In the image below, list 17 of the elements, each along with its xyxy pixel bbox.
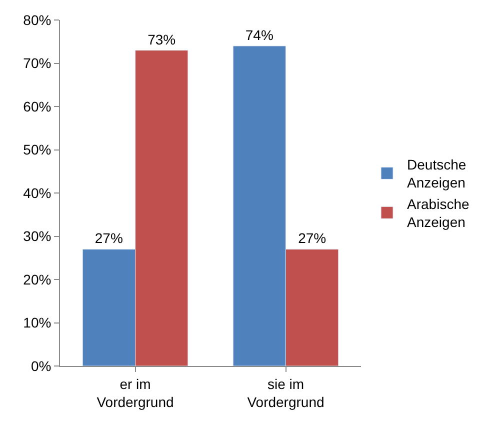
data-label: 73%: [148, 31, 176, 48]
y-tick-label: 70%: [23, 55, 52, 72]
y-tick-label: 0%: [30, 358, 52, 374]
y-tick-label: 10%: [23, 314, 52, 331]
legend-label: Deutsche Anzeigen: [407, 156, 466, 191]
data-label: 74%: [245, 26, 274, 43]
y-tick-label: 50%: [23, 142, 52, 158]
y-tick-label: 40%: [23, 184, 52, 201]
y-tick-label: 20%: [23, 271, 52, 288]
y-tick-label: 80%: [23, 12, 52, 28]
data-label: 27%: [94, 230, 123, 246]
y-tick-label: 60%: [23, 98, 52, 114]
legend-label: Arabische Anzeigen: [407, 196, 470, 230]
y-tick-label: 30%: [23, 228, 52, 244]
data-label: 27%: [298, 230, 326, 246]
x-tick-label: sie im Vordergrund: [247, 376, 324, 410]
x-tick-label: er im Vordergrund: [96, 376, 174, 410]
